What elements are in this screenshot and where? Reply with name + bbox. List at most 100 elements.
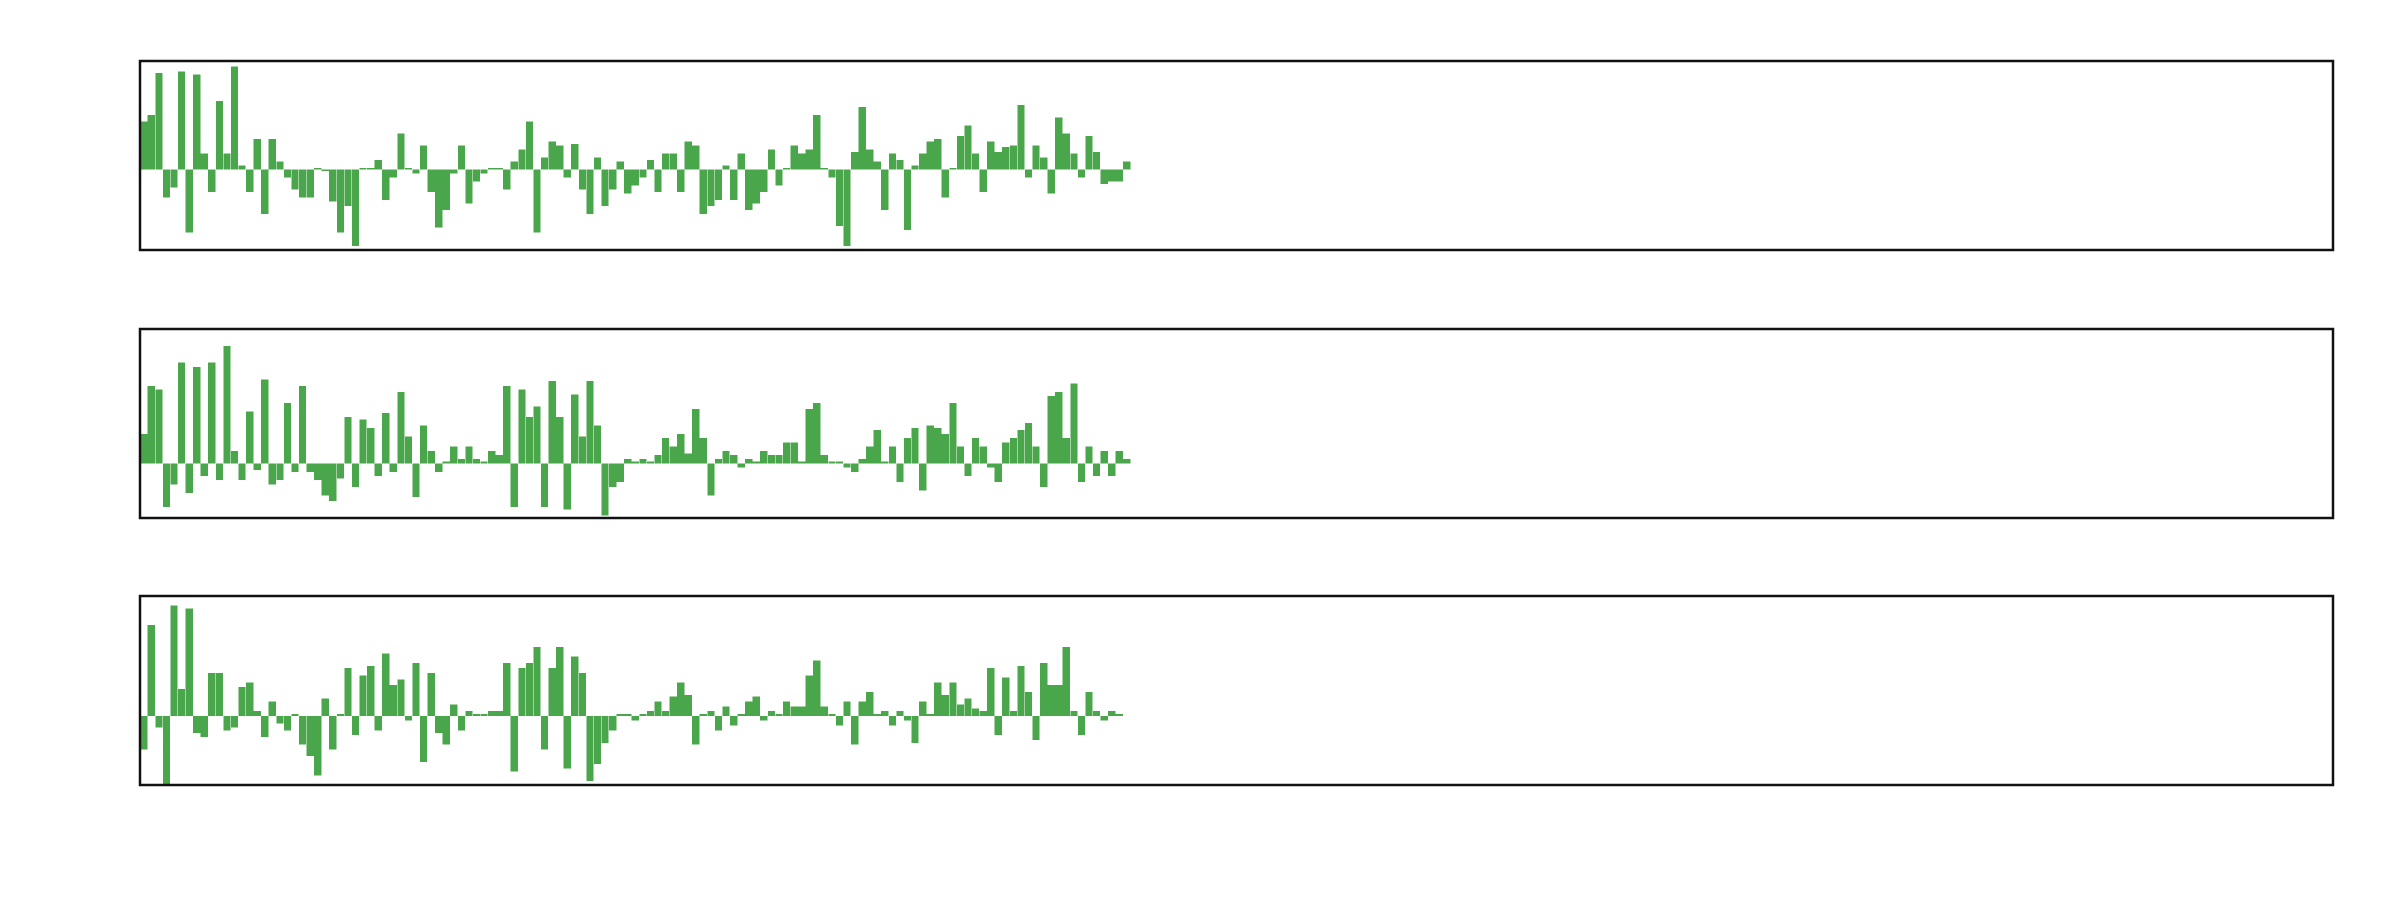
panel-frame <box>138 327 2335 520</box>
bar <box>790 706 798 716</box>
bar <box>835 715 844 726</box>
bar <box>1092 463 1101 476</box>
bar <box>1040 463 1048 487</box>
bar <box>261 169 269 214</box>
bar <box>510 715 518 772</box>
bar <box>1002 677 1010 716</box>
bar <box>419 145 428 170</box>
bar <box>162 463 171 508</box>
bar <box>230 715 239 728</box>
bar <box>1047 169 1055 194</box>
bar <box>798 153 806 170</box>
panel-2 <box>138 327 2335 520</box>
bar <box>1002 442 1010 464</box>
bar <box>185 169 193 233</box>
bar <box>268 701 276 716</box>
bar <box>1100 715 1108 721</box>
bar <box>790 145 798 170</box>
bar <box>329 715 337 750</box>
bar <box>155 73 163 170</box>
bar <box>359 167 367 170</box>
bar <box>843 701 851 716</box>
bar <box>835 461 844 464</box>
bar <box>185 463 193 493</box>
bar <box>200 153 208 170</box>
bar <box>510 161 518 170</box>
bar <box>571 656 579 716</box>
bar <box>843 463 851 468</box>
bar <box>291 463 299 472</box>
bar <box>1115 169 1123 182</box>
bar <box>351 169 360 246</box>
bar <box>820 167 828 170</box>
bar <box>1017 429 1025 464</box>
bar <box>1070 153 1078 170</box>
bar <box>593 157 602 170</box>
bar <box>435 715 443 734</box>
bar <box>1047 685 1055 716</box>
bar <box>578 436 587 464</box>
bar <box>722 706 730 716</box>
bar <box>457 145 466 170</box>
bar <box>344 417 352 464</box>
bar <box>896 711 904 716</box>
bar <box>979 446 987 464</box>
bar <box>510 463 518 508</box>
bar <box>1092 711 1101 716</box>
bar <box>813 402 821 464</box>
bar <box>276 715 284 724</box>
panel-1 <box>138 59 2335 252</box>
bar <box>435 169 443 228</box>
bar <box>412 463 420 497</box>
bar <box>404 436 413 464</box>
bar <box>291 714 299 716</box>
bar <box>140 434 148 464</box>
bar <box>389 169 397 178</box>
bar <box>1123 161 1131 170</box>
bar <box>1040 663 1048 716</box>
bar <box>866 149 874 170</box>
bar <box>525 663 534 716</box>
panel-3 <box>138 594 2335 787</box>
bar <box>752 169 760 204</box>
bar <box>926 141 934 170</box>
bar <box>616 463 624 482</box>
chart-panels <box>138 59 2335 787</box>
bar <box>238 463 246 481</box>
bar <box>994 463 1002 482</box>
bar <box>140 121 148 170</box>
bar <box>979 711 987 716</box>
bar <box>488 167 496 170</box>
bar <box>624 169 632 194</box>
bar <box>729 169 738 201</box>
bar <box>367 666 375 716</box>
bar <box>881 711 889 716</box>
bar <box>548 381 556 464</box>
bar <box>321 698 329 716</box>
bar <box>246 682 254 716</box>
bar <box>881 461 889 464</box>
bar <box>329 169 337 202</box>
bar <box>208 169 216 193</box>
bar <box>956 704 965 716</box>
bar <box>631 461 639 464</box>
bar <box>1002 147 1010 170</box>
bar <box>389 685 397 716</box>
bar <box>1108 463 1116 476</box>
bar <box>556 145 564 170</box>
panel-frame <box>138 59 2335 252</box>
bar <box>601 169 609 206</box>
bar <box>1055 117 1063 170</box>
bar <box>427 169 435 193</box>
bar <box>419 715 428 762</box>
bar <box>1100 169 1108 185</box>
bar <box>215 672 224 716</box>
bar <box>495 711 503 716</box>
bar <box>1009 145 1018 170</box>
bar <box>359 419 367 464</box>
bar <box>155 389 163 464</box>
bar <box>314 167 322 170</box>
bar <box>518 667 526 716</box>
bar <box>177 689 186 716</box>
